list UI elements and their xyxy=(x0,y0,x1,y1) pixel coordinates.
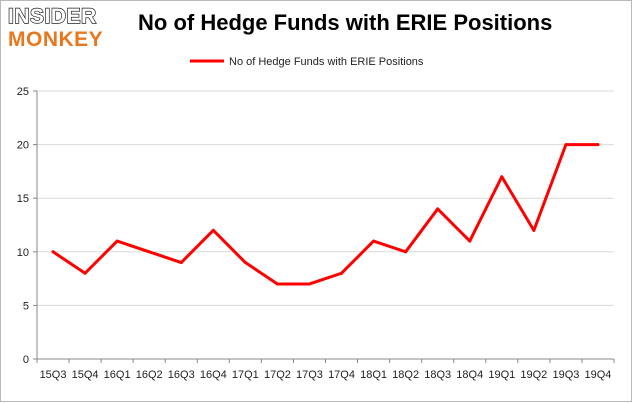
legend-label: No of Hedge Funds with ERIE Positions xyxy=(229,56,424,68)
data-point xyxy=(372,239,376,243)
data-point xyxy=(83,271,87,275)
x-tick-label: 19Q2 xyxy=(520,369,547,381)
data-point xyxy=(468,239,472,243)
x-tick-label: 16Q1 xyxy=(104,369,131,381)
data-point xyxy=(115,239,119,243)
y-tick-label: 20 xyxy=(17,140,29,152)
x-tick-label: 18Q1 xyxy=(360,369,387,381)
data-point xyxy=(532,228,536,232)
data-point xyxy=(179,261,183,265)
data-point xyxy=(500,175,504,179)
y-tick-label: 10 xyxy=(17,247,29,259)
data-point xyxy=(51,250,55,254)
x-tick-label: 18Q3 xyxy=(424,369,451,381)
x-tick-label: 15Q3 xyxy=(40,369,67,381)
x-tick-label: 16Q2 xyxy=(136,369,163,381)
data-point xyxy=(275,282,279,286)
y-tick-label: 25 xyxy=(17,86,29,98)
data-point xyxy=(340,271,344,275)
x-tick-label: 17Q2 xyxy=(264,369,291,381)
series-line xyxy=(51,143,600,286)
insider-monkey-logo: INSIDER MONKEY xyxy=(7,5,120,52)
y-tick-label: 0 xyxy=(23,354,29,366)
logo-line-1: INSIDER xyxy=(7,5,97,28)
data-point xyxy=(404,250,408,254)
y-axis: 0 5 10 15 20 25 xyxy=(17,86,38,366)
x-axis: 15Q3 15Q4 16Q1 16Q2 16Q3 16Q4 17Q1 17Q2 17Q3 17Q4… xyxy=(36,358,615,381)
x-tick-label: 16Q3 xyxy=(168,369,195,381)
x-tick-label: 17Q4 xyxy=(328,369,355,381)
legend: No of Hedge Funds with ERIE Positions xyxy=(190,56,424,68)
x-tick-label: 18Q4 xyxy=(456,369,483,381)
y-tick-label: 5 xyxy=(23,300,29,312)
data-point xyxy=(147,250,151,254)
data-point xyxy=(564,143,568,147)
x-tick-label: 19Q1 xyxy=(488,369,515,381)
y-tick-label: 15 xyxy=(17,193,29,205)
data-point xyxy=(307,282,311,286)
gridlines xyxy=(37,90,614,306)
x-tick-label: 15Q4 xyxy=(72,369,99,381)
x-tick-label: 17Q1 xyxy=(232,369,259,381)
x-tick-label: 17Q3 xyxy=(296,369,323,381)
chart-title: No of Hedge Funds with ERIE Positions xyxy=(138,10,553,35)
data-point xyxy=(436,207,440,211)
data-point xyxy=(596,143,600,147)
logo-line-2: MONKEY xyxy=(8,28,104,51)
x-tick-label: 19Q4 xyxy=(585,369,612,381)
series-group xyxy=(51,143,600,286)
x-tick-label: 19Q3 xyxy=(552,369,579,381)
data-point xyxy=(243,261,247,265)
data-point xyxy=(211,228,215,232)
x-tick-label: 16Q4 xyxy=(200,369,227,381)
x-tick-label: 18Q2 xyxy=(392,369,419,381)
